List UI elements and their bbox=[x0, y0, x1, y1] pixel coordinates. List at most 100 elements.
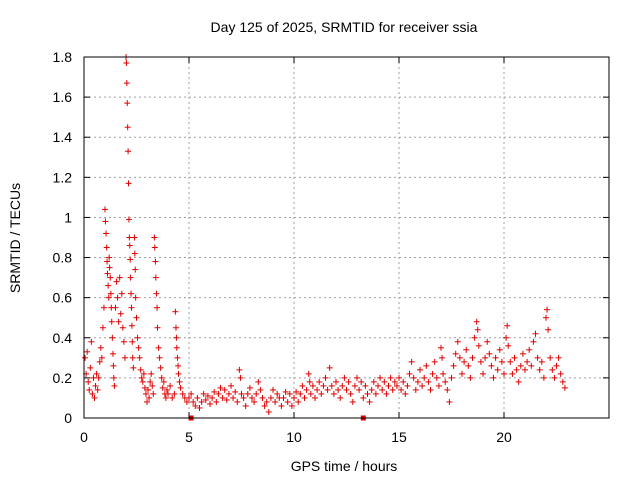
data-point bbox=[354, 374, 360, 381]
data-point bbox=[463, 346, 470, 353]
data-point bbox=[475, 342, 482, 349]
data-point bbox=[360, 394, 367, 401]
x-tick-label: 0 bbox=[80, 429, 88, 445]
y-tick-label: 0.8 bbox=[53, 250, 73, 266]
data-point bbox=[559, 378, 566, 385]
data-point bbox=[109, 350, 116, 357]
data-point bbox=[209, 394, 216, 401]
data-point bbox=[496, 346, 503, 353]
data-point bbox=[132, 294, 139, 301]
data-point bbox=[501, 370, 507, 377]
data-point bbox=[165, 390, 171, 397]
data-point bbox=[86, 386, 93, 393]
y-tick-label: 0.2 bbox=[53, 370, 73, 386]
data-point bbox=[278, 402, 285, 409]
data-point bbox=[498, 358, 505, 365]
data-point bbox=[142, 390, 149, 397]
data-point bbox=[125, 216, 132, 223]
data-point bbox=[465, 362, 472, 369]
data-point bbox=[291, 394, 297, 401]
data-point bbox=[471, 334, 478, 341]
data-point bbox=[280, 394, 287, 401]
data-point bbox=[176, 378, 183, 385]
data-point bbox=[490, 374, 497, 381]
data-point bbox=[293, 388, 300, 395]
data-point bbox=[91, 394, 98, 401]
data-point bbox=[272, 398, 279, 405]
data-point bbox=[398, 386, 405, 393]
data-point bbox=[442, 378, 449, 385]
data-point bbox=[221, 386, 228, 393]
data-point bbox=[110, 374, 117, 381]
data-point bbox=[551, 374, 558, 381]
data-point bbox=[145, 386, 152, 393]
data-point bbox=[553, 362, 560, 369]
data-point bbox=[177, 384, 184, 391]
data-point bbox=[524, 358, 531, 365]
data-point bbox=[492, 354, 499, 361]
data-point bbox=[154, 304, 161, 311]
data-point bbox=[154, 324, 161, 331]
data-point bbox=[255, 378, 262, 385]
data-point bbox=[261, 402, 268, 409]
data-point bbox=[107, 290, 114, 297]
data-point bbox=[328, 382, 335, 389]
data-point bbox=[84, 348, 91, 355]
data-point bbox=[511, 354, 518, 361]
y-tick-label: 1.8 bbox=[53, 49, 73, 65]
data-point bbox=[157, 364, 164, 371]
data-point bbox=[105, 294, 112, 301]
grid-layer bbox=[84, 57, 609, 418]
data-point bbox=[146, 394, 153, 401]
data-point bbox=[282, 388, 289, 395]
data-point bbox=[104, 270, 111, 277]
data-point bbox=[217, 384, 224, 391]
data-point bbox=[171, 390, 178, 397]
data-point bbox=[127, 256, 134, 263]
data-point bbox=[172, 324, 179, 331]
data-point bbox=[538, 358, 545, 365]
data-point bbox=[351, 382, 358, 389]
y-tick-label: 1.2 bbox=[53, 169, 73, 185]
data-point bbox=[402, 390, 409, 397]
data-point bbox=[362, 382, 369, 389]
data-point bbox=[438, 344, 444, 351]
data-point bbox=[504, 322, 511, 329]
data-point bbox=[444, 386, 451, 393]
data-point bbox=[274, 390, 281, 397]
data-point bbox=[88, 338, 95, 345]
data-point bbox=[149, 382, 156, 389]
data-point bbox=[129, 338, 136, 345]
data-point bbox=[522, 366, 528, 373]
data-point bbox=[194, 394, 201, 401]
data-point bbox=[303, 386, 310, 393]
data-point bbox=[152, 274, 159, 281]
data-point bbox=[131, 234, 138, 241]
data-point bbox=[159, 384, 166, 391]
data-point bbox=[183, 398, 190, 405]
data-point bbox=[488, 362, 495, 369]
data-point bbox=[188, 390, 195, 397]
data-point bbox=[96, 358, 103, 365]
data-point bbox=[85, 378, 92, 385]
data-point bbox=[396, 374, 402, 381]
data-point bbox=[410, 374, 417, 381]
data-point bbox=[155, 344, 162, 351]
data-point bbox=[339, 382, 346, 389]
data-point bbox=[98, 354, 105, 361]
data-point bbox=[440, 370, 447, 377]
data-point bbox=[242, 402, 249, 409]
data-point bbox=[461, 358, 468, 365]
data-point bbox=[125, 180, 132, 187]
data-point bbox=[103, 244, 110, 251]
data-point bbox=[333, 378, 339, 385]
data-point bbox=[480, 370, 486, 377]
data-point bbox=[128, 322, 135, 329]
data-point bbox=[459, 370, 465, 377]
data-point bbox=[105, 282, 112, 289]
data-point bbox=[126, 242, 133, 249]
x-tick-label: 5 bbox=[185, 429, 193, 445]
data-point bbox=[534, 354, 541, 361]
data-point bbox=[267, 394, 274, 401]
